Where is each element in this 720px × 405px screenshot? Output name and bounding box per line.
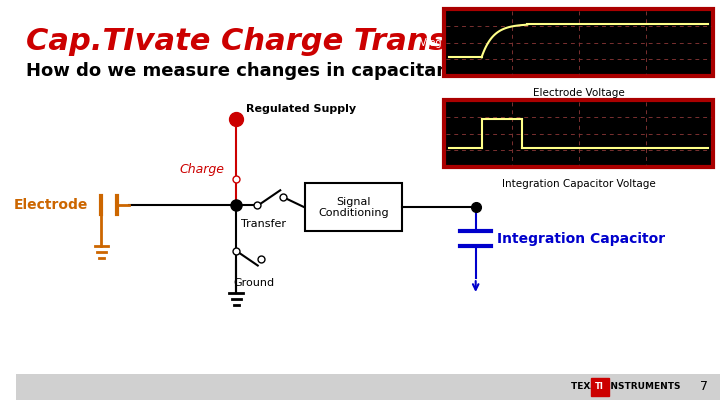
Text: How do we measure changes in capacitance?: How do we measure changes in capacitance… bbox=[26, 62, 482, 80]
Text: Ground: Ground bbox=[233, 278, 274, 288]
Text: Charge: Charge bbox=[179, 163, 225, 176]
Text: TI: TI bbox=[595, 382, 604, 391]
Text: Electrode Voltage: Electrode Voltage bbox=[533, 87, 625, 98]
Text: Regulated Supply: Regulated Supply bbox=[246, 104, 356, 114]
Text: Integration Capacitor Voltage: Integration Capacitor Voltage bbox=[502, 179, 656, 189]
Bar bbox=[444, 9, 713, 76]
Text: Integration Capacitor: Integration Capacitor bbox=[498, 232, 665, 246]
Text: Signal
Conditioning: Signal Conditioning bbox=[318, 196, 389, 218]
Text: 7: 7 bbox=[701, 380, 708, 393]
Text: Transfer: Transfer bbox=[241, 219, 286, 229]
Bar bbox=[444, 100, 713, 167]
Bar bbox=[17, 374, 720, 401]
Text: Cap.TIvate Charge Transfer: Cap.TIvate Charge Transfer bbox=[26, 27, 496, 56]
Text: Vreg: Vreg bbox=[420, 38, 443, 48]
Text: TEXAS INSTRUMENTS: TEXAS INSTRUMENTS bbox=[572, 382, 681, 391]
Text: Electrode: Electrode bbox=[14, 198, 88, 212]
Text: Vblp: Vblp bbox=[420, 129, 443, 139]
Bar bbox=[305, 183, 402, 231]
